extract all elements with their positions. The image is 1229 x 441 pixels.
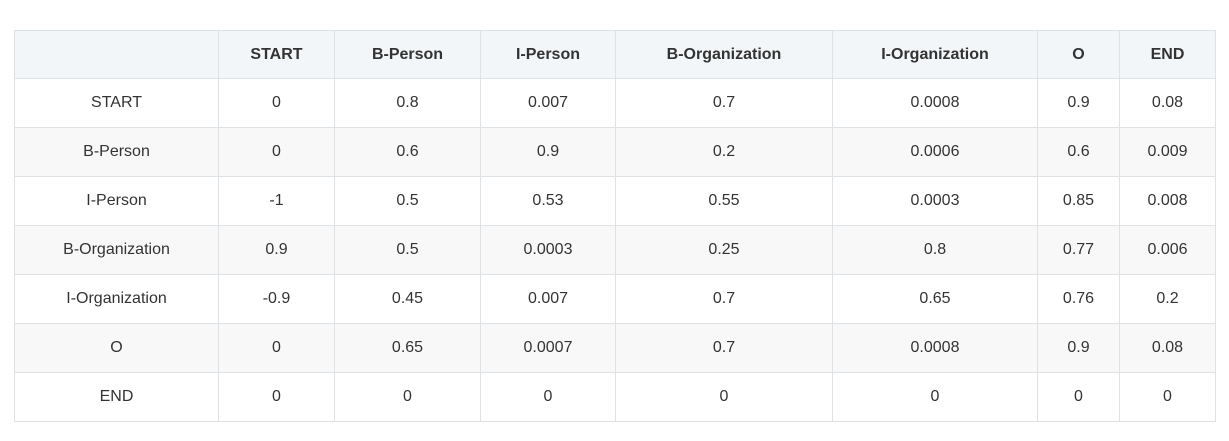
cell: 0: [1037, 372, 1120, 422]
cell: 0.25: [615, 225, 833, 275]
cell: 0.0008: [832, 323, 1038, 373]
cell: 0.65: [334, 323, 481, 373]
cell: 0: [218, 78, 335, 128]
cell: 0.6: [1037, 127, 1120, 177]
cell: 0.5: [334, 225, 481, 275]
cell: 0.0006: [832, 127, 1038, 177]
table-row: START 0 0.8 0.007 0.7 0.0008 0.9 0.08: [14, 78, 1216, 128]
cell: 0.9: [480, 127, 616, 177]
cell: 0: [218, 323, 335, 373]
cell: 0.2: [1119, 274, 1216, 324]
header-cell: END: [1119, 30, 1216, 79]
cell: 0.0008: [832, 78, 1038, 128]
cell: 0.0003: [832, 176, 1038, 226]
cell: 0.7: [615, 78, 833, 128]
row-label: B-Person: [14, 127, 219, 177]
header-cell: I-Organization: [832, 30, 1038, 79]
cell: 0: [480, 372, 616, 422]
cell: 0.7: [615, 274, 833, 324]
cell: 0.009: [1119, 127, 1216, 177]
cell: 0.008: [1119, 176, 1216, 226]
cell: 0.2: [615, 127, 833, 177]
cell: 0.006: [1119, 225, 1216, 275]
cell: 0.53: [480, 176, 616, 226]
cell: 0.65: [832, 274, 1038, 324]
cell: 0.8: [334, 78, 481, 128]
cell: 0.0007: [480, 323, 616, 373]
cell: 0.9: [1037, 78, 1120, 128]
cell: 0.0003: [480, 225, 616, 275]
cell: 0: [615, 372, 833, 422]
header-row: START B-Person I-Person B-Organization I-Org…: [14, 30, 1216, 79]
cell: 0.6: [334, 127, 481, 177]
table-row: B-Person 0 0.6 0.9 0.2 0.0006 0.6 0.009: [14, 127, 1216, 177]
row-label: START: [14, 78, 219, 128]
cell: 0: [832, 372, 1038, 422]
table-body: START 0 0.8 0.007 0.7 0.0008 0.9 0.08 B-Person 0 0…: [14, 78, 1216, 422]
row-label: O: [14, 323, 219, 373]
table-row: I-Person -1 0.5 0.53 0.55 0.0003 0.85 0.008: [14, 176, 1216, 226]
table-row: O 0 0.65 0.0007 0.7 0.0008 0.9 0.08: [14, 323, 1216, 373]
header-cell: O: [1037, 30, 1120, 79]
header-cell: B-Person: [334, 30, 481, 79]
header-cell: I-Person: [480, 30, 616, 79]
cell: 0: [218, 372, 335, 422]
cell: 0.007: [480, 274, 616, 324]
cell: 0.9: [1037, 323, 1120, 373]
row-label: I-Organization: [14, 274, 219, 324]
transition-table: START B-Person I-Person B-Organization I-Org…: [14, 30, 1216, 422]
cell: 0.08: [1119, 78, 1216, 128]
header-cell: B-Organization: [615, 30, 833, 79]
row-label: B-Organization: [14, 225, 219, 275]
cell: 0.5: [334, 176, 481, 226]
header-cell: [14, 30, 219, 79]
cell: 0: [334, 372, 481, 422]
cell: 0.9: [218, 225, 335, 275]
cell: 0.7: [615, 323, 833, 373]
cell: -1: [218, 176, 335, 226]
row-label: I-Person: [14, 176, 219, 226]
row-label: END: [14, 372, 219, 422]
cell: 0.76: [1037, 274, 1120, 324]
table-row: B-Organization 0.9 0.5 0.0003 0.25 0.8 0.77 0.0…: [14, 225, 1216, 275]
cell: 0.007: [480, 78, 616, 128]
cell: 0.08: [1119, 323, 1216, 373]
cell: 0.45: [334, 274, 481, 324]
header-cell: START: [218, 30, 335, 79]
cell: 0.77: [1037, 225, 1120, 275]
cell: 0.55: [615, 176, 833, 226]
table-row: END 0 0 0 0 0 0 0: [14, 372, 1216, 422]
cell: 0: [1119, 372, 1216, 422]
cell: -0.9: [218, 274, 335, 324]
cell: 0: [218, 127, 335, 177]
cell: 0.85: [1037, 176, 1120, 226]
table-row: I-Organization -0.9 0.45 0.007 0.7 0.65 0.76 0.…: [14, 274, 1216, 324]
cell: 0.8: [832, 225, 1038, 275]
